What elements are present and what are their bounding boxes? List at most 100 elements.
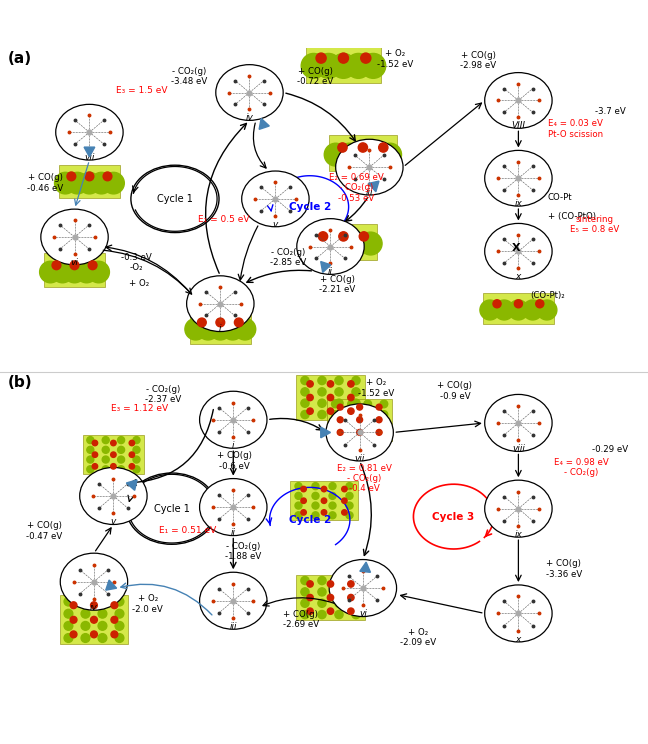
Circle shape [523,300,542,320]
Circle shape [365,144,388,166]
Text: + CO(g)
-2.69 eV: + CO(g) -2.69 eV [283,610,319,629]
Text: CO-Pt: CO-Pt [548,193,572,202]
Circle shape [352,388,360,396]
Bar [44,254,105,287]
Circle shape [117,446,124,453]
Ellipse shape [485,150,552,206]
Circle shape [67,172,76,181]
Circle shape [376,417,382,423]
Circle shape [98,609,107,618]
Circle shape [301,588,309,596]
Circle shape [332,411,339,418]
Text: v: v [111,517,116,526]
Circle shape [102,466,110,472]
Ellipse shape [485,73,552,128]
Circle shape [327,408,334,414]
Bar [327,399,392,440]
Circle shape [64,634,73,642]
Circle shape [52,261,61,269]
Polygon shape [369,181,379,192]
Circle shape [52,261,73,283]
Circle shape [133,466,140,472]
Ellipse shape [485,480,552,537]
Circle shape [102,456,110,463]
Circle shape [312,493,319,499]
Circle shape [335,611,343,619]
Circle shape [348,411,355,418]
Circle shape [115,634,124,642]
Circle shape [111,602,118,609]
Circle shape [312,512,319,519]
Circle shape [129,464,135,469]
Circle shape [102,446,110,453]
Bar [60,595,128,644]
Circle shape [115,597,124,606]
Circle shape [70,616,77,623]
Text: vi: vi [359,609,367,618]
Circle shape [332,400,339,408]
Text: vii: vii [84,153,95,162]
Circle shape [318,388,326,396]
Circle shape [380,421,388,429]
Text: E₄ = 0.03 eV
Pt-O scission: E₄ = 0.03 eV Pt-O scission [548,119,603,138]
Text: iv: iv [246,113,253,122]
Circle shape [115,621,124,630]
Text: + CO(g)
-2.21 eV: + CO(g) -2.21 eV [319,275,355,295]
Text: vii: vii [354,454,365,463]
Circle shape [346,493,353,499]
Circle shape [92,440,98,446]
Circle shape [295,512,302,519]
Text: Cycle 2: Cycle 2 [288,515,331,525]
Bar [329,135,397,170]
Circle shape [352,611,360,619]
Ellipse shape [126,473,217,545]
Text: ii: ii [328,267,333,276]
Circle shape [318,232,328,241]
Circle shape [332,432,339,440]
Circle shape [87,446,94,453]
Circle shape [337,429,343,435]
Bar [290,481,358,520]
Circle shape [85,172,94,181]
Circle shape [348,421,355,429]
Polygon shape [360,562,371,572]
Circle shape [87,437,94,443]
Circle shape [337,404,343,410]
Circle shape [301,376,309,385]
Circle shape [301,498,307,504]
Circle shape [76,261,97,283]
Circle shape [102,437,110,443]
Circle shape [197,318,219,340]
Ellipse shape [326,404,393,461]
Text: X: X [512,243,520,253]
Circle shape [341,498,347,504]
Circle shape [352,588,360,596]
Circle shape [235,318,243,327]
Circle shape [361,54,386,78]
Circle shape [356,404,363,410]
Text: + O₂
-2.09 eV: + O₂ -2.09 eV [400,627,436,647]
Bar [60,164,119,198]
Circle shape [305,232,328,255]
Circle shape [185,318,207,340]
Circle shape [351,144,375,166]
Circle shape [133,437,140,443]
Text: + O₂
-1.52 eV: + O₂ -1.52 eV [358,378,394,398]
Circle shape [117,437,124,443]
Text: - CO₂(g)
-1.88 eV: - CO₂(g) -1.88 eV [225,542,261,561]
Text: - CO₂(g)
-3.48 eV: - CO₂(g) -3.48 eV [171,67,207,86]
Circle shape [321,498,327,504]
Circle shape [91,616,97,623]
Text: -0.29 eV: -0.29 eV [592,446,629,455]
Circle shape [133,456,140,463]
Circle shape [316,54,341,78]
Circle shape [88,261,97,269]
Circle shape [494,300,514,320]
Bar [297,375,364,420]
Text: + CO(g)
-0.9 eV: + CO(g) -0.9 eV [437,382,472,401]
Circle shape [327,608,334,615]
Bar [310,224,377,260]
Circle shape [341,510,347,515]
Text: E₁ = 0.51 eV: E₁ = 0.51 eV [159,527,216,536]
Circle shape [307,608,313,615]
